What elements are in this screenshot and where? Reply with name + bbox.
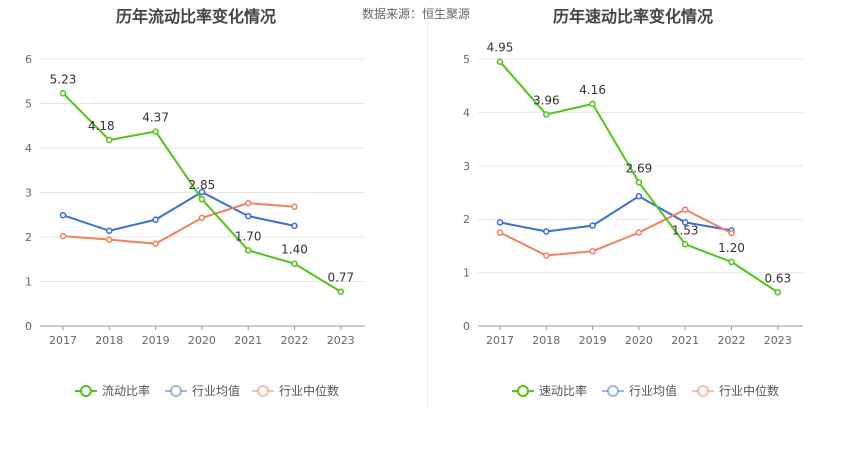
data-point: [589, 100, 596, 108]
data-label: 0.63: [764, 271, 791, 285]
data-point: [681, 219, 689, 226]
data-point: [543, 228, 550, 235]
y-tick-label: 3: [463, 160, 470, 173]
x-tick-label: 2020: [625, 334, 653, 347]
y-tick-label: 2: [25, 231, 32, 244]
data-point: [496, 219, 504, 226]
data-point: [198, 214, 206, 222]
data-point: [59, 211, 67, 219]
data-point: [106, 227, 113, 235]
legend-label: 行业中位数: [719, 383, 779, 398]
data-point: [59, 232, 67, 240]
y-tick-label: 1: [25, 276, 32, 289]
data-label: 2.69: [626, 161, 653, 175]
y-tick-label: 2: [463, 213, 470, 226]
data-point: [106, 236, 113, 243]
legend-marker: [170, 385, 182, 397]
data-point: [152, 128, 159, 135]
y-tick-label: 3: [25, 187, 32, 200]
y-tick-label: 5: [25, 98, 32, 111]
data-source-label: 数据来源：恒生聚源: [362, 7, 471, 21]
data-point: [635, 179, 643, 186]
legend-label: 行业均值: [192, 383, 240, 398]
x-tick-label: 2023: [327, 334, 355, 347]
data-point: [106, 136, 113, 144]
series-line-1: [62, 190, 295, 232]
chart-title-quick-ratio: 历年速动比率变化情况: [553, 7, 714, 26]
y-tick-label: 5: [463, 53, 470, 66]
x-tick-label: 2018: [532, 334, 560, 347]
y-tick-label: 0: [25, 320, 32, 333]
x-tick-label: 2017: [486, 334, 514, 347]
data-label: 1.40: [281, 243, 308, 257]
data-point: [589, 222, 596, 229]
x-tick-label: 2018: [95, 334, 123, 347]
data-label: 4.16: [579, 83, 606, 97]
y-tick-label: 6: [25, 53, 32, 66]
legend-label: 流动比率: [102, 383, 150, 398]
x-tick-label: 2019: [142, 334, 170, 347]
data-point: [244, 247, 252, 254]
data-point: [774, 289, 782, 296]
data-point: [337, 288, 345, 295]
x-tick-label: 2017: [49, 334, 77, 347]
data-point: [635, 192, 643, 200]
data-label: 1.53: [672, 223, 699, 237]
data-point: [681, 241, 689, 248]
data-point: [291, 260, 298, 267]
data-point: [728, 258, 735, 266]
y-tick-label: 4: [463, 106, 470, 119]
legend-marker: [697, 385, 709, 397]
data-point: [152, 216, 159, 223]
legend-label: 行业中位数: [279, 383, 339, 398]
legend-label: 行业均值: [629, 383, 677, 398]
legend-marker: [80, 385, 92, 397]
series-line-1: [499, 195, 732, 233]
data-point: [244, 199, 252, 207]
y-tick-label: 0: [463, 320, 470, 333]
data-label: 4.95: [487, 41, 514, 55]
data-point: [589, 247, 596, 255]
series-line-2: [499, 208, 732, 257]
series-line-2: [62, 202, 295, 245]
y-tick-label: 1: [463, 267, 470, 280]
data-point: [681, 206, 689, 213]
data-label: 1.20: [718, 241, 745, 255]
x-tick-label: 2020: [188, 334, 216, 347]
x-tick-label: 2019: [579, 334, 607, 347]
data-point: [152, 240, 159, 247]
data-point: [291, 203, 298, 210]
x-tick-label: 2023: [764, 334, 792, 347]
legend-marker: [257, 385, 269, 397]
data-point: [198, 195, 206, 203]
y-tick-label: 4: [25, 142, 32, 155]
data-label: 3.96: [533, 94, 560, 108]
legend-marker: [517, 385, 529, 397]
data-point: [635, 229, 643, 236]
data-point: [543, 111, 550, 118]
x-tick-label: 2022: [718, 334, 746, 347]
data-label: 4.37: [142, 111, 169, 125]
legend-marker: [607, 385, 619, 397]
x-tick-label: 2021: [671, 334, 699, 347]
x-tick-label: 2021: [234, 334, 262, 347]
data-point: [244, 212, 252, 220]
legend-label: 速动比率: [539, 383, 587, 398]
data-label: 0.77: [327, 271, 354, 285]
data-point: [291, 222, 298, 230]
panel-divider: [427, 20, 428, 408]
data-label: 4.18: [88, 119, 115, 133]
data-point: [496, 58, 504, 65]
x-tick-label: 2022: [281, 334, 309, 347]
data-point: [198, 188, 206, 196]
data-label: 5.23: [50, 72, 77, 86]
data-label: 2.85: [189, 178, 216, 192]
data-point: [496, 229, 504, 236]
chart-title-current-ratio: 历年流动比率变化情况: [116, 7, 277, 26]
data-point: [543, 252, 550, 259]
data-point: [59, 90, 67, 97]
data-label: 1.70: [235, 229, 262, 243]
data-point: [728, 229, 735, 237]
